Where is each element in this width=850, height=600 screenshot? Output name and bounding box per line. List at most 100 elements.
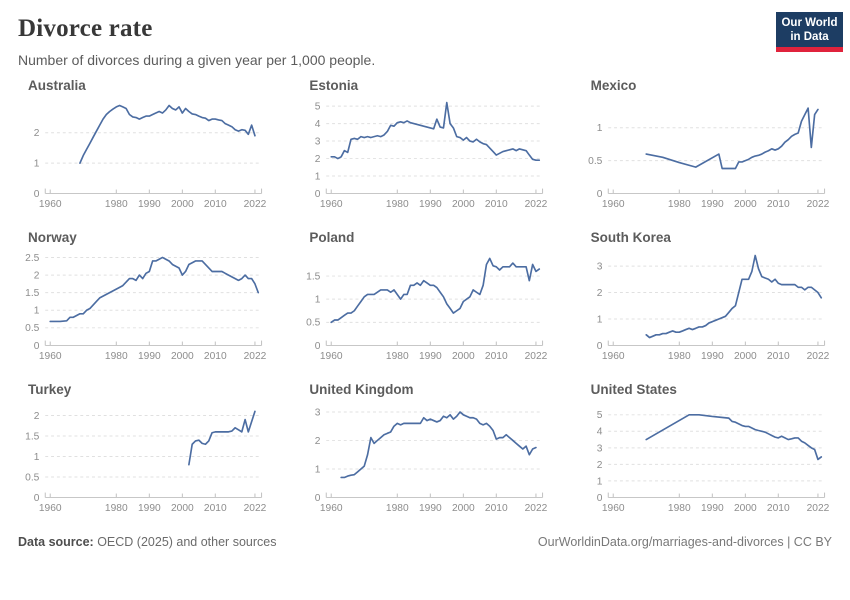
svg-text:2000: 2000 [452, 503, 475, 514]
svg-text:3: 3 [315, 136, 321, 147]
owid-logo-line1: Our World [781, 17, 838, 29]
svg-text:0: 0 [596, 189, 602, 200]
svg-text:2022: 2022 [806, 199, 829, 210]
svg-text:2000: 2000 [734, 503, 757, 514]
svg-text:5: 5 [596, 410, 602, 421]
svg-text:2: 2 [315, 154, 321, 165]
svg-text:1980: 1980 [105, 503, 128, 514]
chart-title: Turkey [28, 381, 72, 397]
svg-text:3: 3 [596, 261, 602, 272]
line-chart-svg: 0 1 2 3 4 5 1960 1980 1990 2000 2010 2022 [596, 410, 829, 514]
svg-text:1960: 1960 [320, 503, 343, 514]
line-chart-svg: 0 1 2 3 4 5 1960 1980 1990 2000 2010 2022 [315, 102, 548, 211]
line-chart-svg: 0 0.5 1 1.5 1960 1980 1990 2000 2010 2022 [307, 257, 548, 362]
svg-text:2: 2 [596, 460, 602, 471]
svg-text:0.5: 0.5 [25, 472, 40, 483]
line-chart-svg: 0 1 2 3 1960 1980 1990 2000 2010 2022 [596, 254, 829, 362]
chart-panel-united-kingdom: United Kingdom 0 1 2 3 1960 1980 1990 2000 2010 2… [297, 382, 552, 520]
svg-text:1: 1 [315, 464, 321, 475]
owid-logo[interactable]: Our World in Data [776, 12, 843, 52]
svg-text:2022: 2022 [806, 503, 829, 514]
chart-panel-turkey: Turkey 0 0.5 1 1.5 2 1960 1980 1990 2000 2010 2022 [16, 382, 271, 520]
svg-text:3: 3 [315, 407, 321, 418]
svg-text:2: 2 [596, 288, 602, 299]
svg-text:2: 2 [315, 436, 321, 447]
svg-text:2022: 2022 [244, 199, 267, 210]
svg-text:2022: 2022 [806, 351, 829, 362]
svg-text:1980: 1980 [386, 199, 409, 210]
svg-text:1990: 1990 [701, 351, 724, 362]
svg-text:1: 1 [34, 306, 40, 317]
chart-title: Mexico [590, 78, 637, 93]
svg-text:2022: 2022 [525, 199, 548, 210]
svg-text:1990: 1990 [701, 199, 724, 210]
svg-text:0.5: 0.5 [25, 323, 40, 334]
chart-panel-poland: Poland 0 0.5 1 1.5 1960 1980 1990 2000 2010 2022 [297, 230, 552, 368]
svg-text:1: 1 [596, 123, 602, 134]
chart-panel-mexico: Mexico 0 0.5 1 1960 1980 1990 2000 2010 2022 [579, 78, 834, 216]
charts-grid: Australia 0 1 2 1960 1980 1990 2000 2010 2022 Es… [0, 78, 850, 520]
svg-text:1960: 1960 [39, 351, 62, 362]
svg-text:1980: 1980 [105, 351, 128, 362]
svg-text:1960: 1960 [320, 351, 343, 362]
svg-text:2000: 2000 [734, 199, 757, 210]
svg-text:2010: 2010 [485, 199, 508, 210]
svg-text:2: 2 [34, 411, 40, 422]
svg-text:1990: 1990 [419, 503, 442, 514]
svg-text:1980: 1980 [386, 351, 409, 362]
data-source: Data source: OECD (2025) and other sourc… [18, 535, 276, 549]
chart-title: Estonia [309, 78, 359, 93]
svg-text:2000: 2000 [452, 351, 475, 362]
chart-panel-united-states: United States 0 1 2 3 4 5 1960 1980 1990 2000 2010… [579, 382, 834, 520]
chart-panel-estonia: Estonia 0 1 2 3 4 5 1960 1980 1990 2000 2010 2022 [297, 78, 552, 216]
svg-text:0: 0 [315, 493, 321, 504]
svg-text:2000: 2000 [171, 351, 194, 362]
svg-text:1.5: 1.5 [25, 288, 40, 299]
svg-text:3: 3 [596, 443, 602, 454]
svg-text:2000: 2000 [734, 351, 757, 362]
svg-text:1980: 1980 [668, 199, 691, 210]
line-chart-svg: 0 0.5 1 1960 1980 1990 2000 2010 2022 [588, 107, 829, 210]
chart-title: Australia [28, 78, 86, 93]
svg-text:2022: 2022 [244, 351, 267, 362]
credit-link[interactable]: OurWorldinData.org/marriages-and-divorce… [537, 534, 832, 549]
svg-text:2000: 2000 [171, 503, 194, 514]
svg-text:0: 0 [34, 189, 40, 200]
svg-text:1980: 1980 [386, 503, 409, 514]
line-chart-svg: 0 1 2 1960 1980 1990 2000 2010 2022 [34, 104, 267, 210]
svg-text:2010: 2010 [204, 351, 227, 362]
svg-text:2010: 2010 [204, 503, 227, 514]
svg-text:1960: 1960 [39, 199, 62, 210]
svg-text:2: 2 [34, 128, 40, 139]
chart-title: Norway [28, 229, 77, 245]
svg-text:0: 0 [34, 341, 40, 352]
svg-text:0.5: 0.5 [588, 156, 603, 167]
svg-text:2000: 2000 [452, 199, 475, 210]
chart-title: Poland [309, 229, 355, 245]
svg-text:1.5: 1.5 [25, 431, 40, 442]
svg-text:1: 1 [315, 171, 321, 182]
footer: Data source: OECD (2025) and other sourc… [0, 535, 850, 549]
svg-text:1960: 1960 [320, 199, 343, 210]
svg-text:2010: 2010 [204, 199, 227, 210]
svg-text:1960: 1960 [39, 503, 62, 514]
svg-text:2000: 2000 [171, 199, 194, 210]
svg-text:0: 0 [596, 493, 602, 504]
page-title: Divorce rate [18, 15, 153, 42]
svg-text:1: 1 [596, 476, 602, 487]
svg-text:1980: 1980 [668, 351, 691, 362]
svg-text:0: 0 [315, 189, 321, 200]
svg-text:1: 1 [34, 452, 40, 463]
svg-text:1960: 1960 [602, 199, 625, 210]
svg-text:1960: 1960 [602, 351, 625, 362]
chart-panel-norway: Norway 0 0.5 1 1.5 2 2.5 1960 1980 1990 2000 2010 2… [16, 230, 271, 368]
svg-text:1: 1 [596, 314, 602, 325]
svg-text:1990: 1990 [701, 503, 724, 514]
header: Divorce rate Number of divorces during a… [0, 0, 850, 68]
svg-text:2.5: 2.5 [25, 253, 40, 264]
chart-title: South Korea [590, 229, 671, 245]
chart-panel-australia: Australia 0 1 2 1960 1980 1990 2000 2010 2022 [16, 78, 271, 216]
svg-text:0: 0 [596, 341, 602, 352]
svg-text:2010: 2010 [767, 503, 790, 514]
